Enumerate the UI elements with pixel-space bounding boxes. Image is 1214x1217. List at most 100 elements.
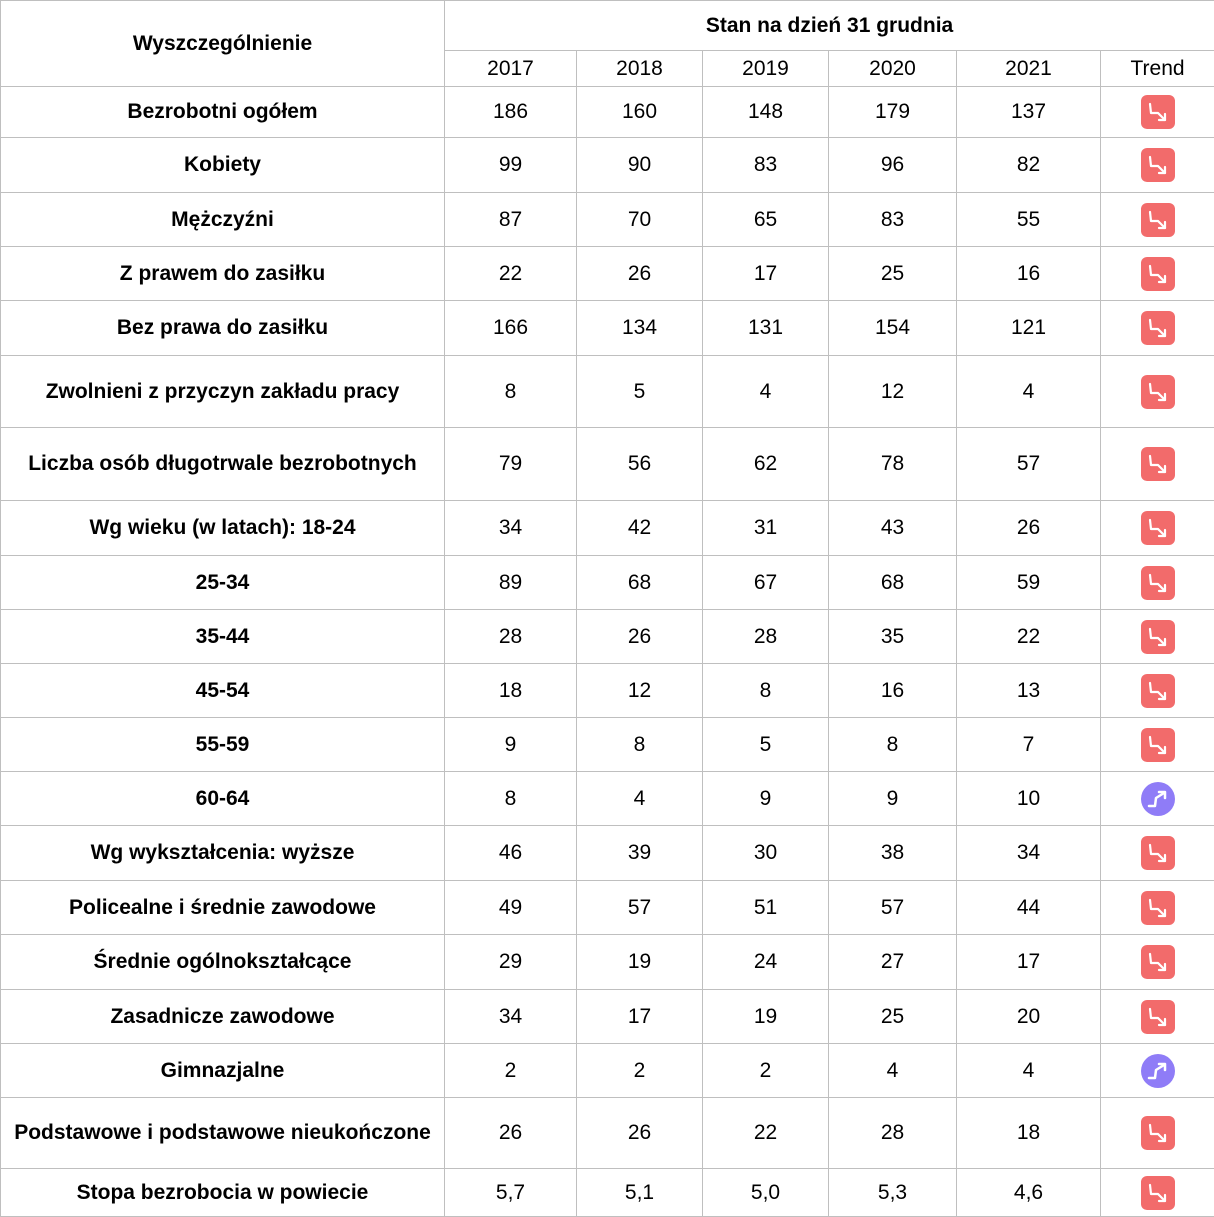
trend-cell [1101,990,1214,1044]
cell-value: 2 [445,1044,577,1098]
cell-value: 26 [577,1098,703,1169]
row-label: Średnie ogólnokształcące [1,935,445,990]
row-label: Mężczyźni [1,193,445,247]
cell-value: 20 [957,990,1101,1044]
cell-value: 16 [829,664,957,718]
row-label: 35-44 [1,610,445,664]
cell-value: 42 [577,501,703,556]
trend-cell [1101,501,1214,556]
cell-value: 160 [577,87,703,138]
cell-value: 51 [703,881,829,935]
cell-value: 31 [703,501,829,556]
cell-value: 131 [703,301,829,356]
cell-value: 46 [445,826,577,881]
trend-icon [1140,619,1176,655]
cell-value: 39 [577,826,703,881]
cell-value: 4 [957,1044,1101,1098]
cell-value: 22 [445,247,577,301]
cell-value: 68 [829,556,957,610]
cell-value: 9 [445,718,577,772]
trend-icon [1140,310,1176,346]
cell-value: 8 [829,718,957,772]
row-label: Zasadnicze zawodowe [1,990,445,1044]
trend-icon [1140,446,1176,482]
trend-cell [1101,664,1214,718]
cell-value: 19 [577,935,703,990]
cell-value: 34 [957,826,1101,881]
cell-value: 166 [445,301,577,356]
cell-value: 57 [829,881,957,935]
row-label: 25-34 [1,556,445,610]
trend-cell [1101,428,1214,501]
cell-value: 8 [577,718,703,772]
row-label: Kobiety [1,138,445,193]
cell-value: 5,3 [829,1169,957,1217]
cell-value: 99 [445,138,577,193]
trend-cell [1101,610,1214,664]
trend-icon [1140,94,1176,130]
cell-value: 148 [703,87,829,138]
row-label: Podstawowe i podstawowe nieukończone [1,1098,445,1169]
cell-value: 83 [703,138,829,193]
cell-value: 29 [445,935,577,990]
cell-value: 57 [957,428,1101,501]
cell-value: 4 [703,356,829,428]
header-row: Wyszczególnienie Stan na dzień 31 grudni… [1,1,1214,51]
cell-value: 4,6 [957,1169,1101,1217]
cell-value: 30 [703,826,829,881]
trend-cell [1101,1098,1214,1169]
cell-value: 96 [829,138,957,193]
trend-icon [1140,781,1176,817]
trend-cell [1101,193,1214,247]
cell-value: 5,1 [577,1169,703,1217]
row-label: 55-59 [1,718,445,772]
trend-icon [1140,1175,1176,1211]
row-label: 45-54 [1,664,445,718]
cell-value: 28 [445,610,577,664]
trend-cell [1101,881,1214,935]
cell-value: 19 [703,990,829,1044]
trend-cell [1101,87,1214,138]
cell-value: 9 [703,772,829,826]
cell-value: 22 [703,1098,829,1169]
cell-value: 25 [829,247,957,301]
cell-value: 79 [445,428,577,501]
cell-value: 12 [829,356,957,428]
cell-value: 13 [957,664,1101,718]
row-label: Stopa bezrobocia w powiecie [1,1169,445,1217]
column-header: 2017 [445,51,577,87]
trend-icon [1140,835,1176,871]
cell-value: 17 [577,990,703,1044]
cell-value: 7 [957,718,1101,772]
trend-icon [1140,374,1176,410]
column-header: Trend [1101,51,1214,87]
trend-cell [1101,718,1214,772]
trend-cell [1101,301,1214,356]
cell-value: 70 [577,193,703,247]
header-group: Stan na dzień 31 grudnia [445,1,1214,51]
row-label: Policealne i średnie zawodowe [1,881,445,935]
cell-value: 35 [829,610,957,664]
cell-value: 34 [445,501,577,556]
trend-cell [1101,356,1214,428]
cell-value: 26 [577,610,703,664]
trend-icon [1140,727,1176,763]
cell-value: 43 [829,501,957,556]
cell-value: 83 [829,193,957,247]
column-header: 2020 [829,51,957,87]
cell-value: 186 [445,87,577,138]
